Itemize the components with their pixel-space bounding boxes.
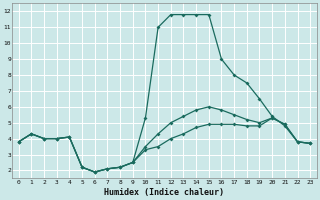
X-axis label: Humidex (Indice chaleur): Humidex (Indice chaleur) bbox=[104, 188, 224, 197]
